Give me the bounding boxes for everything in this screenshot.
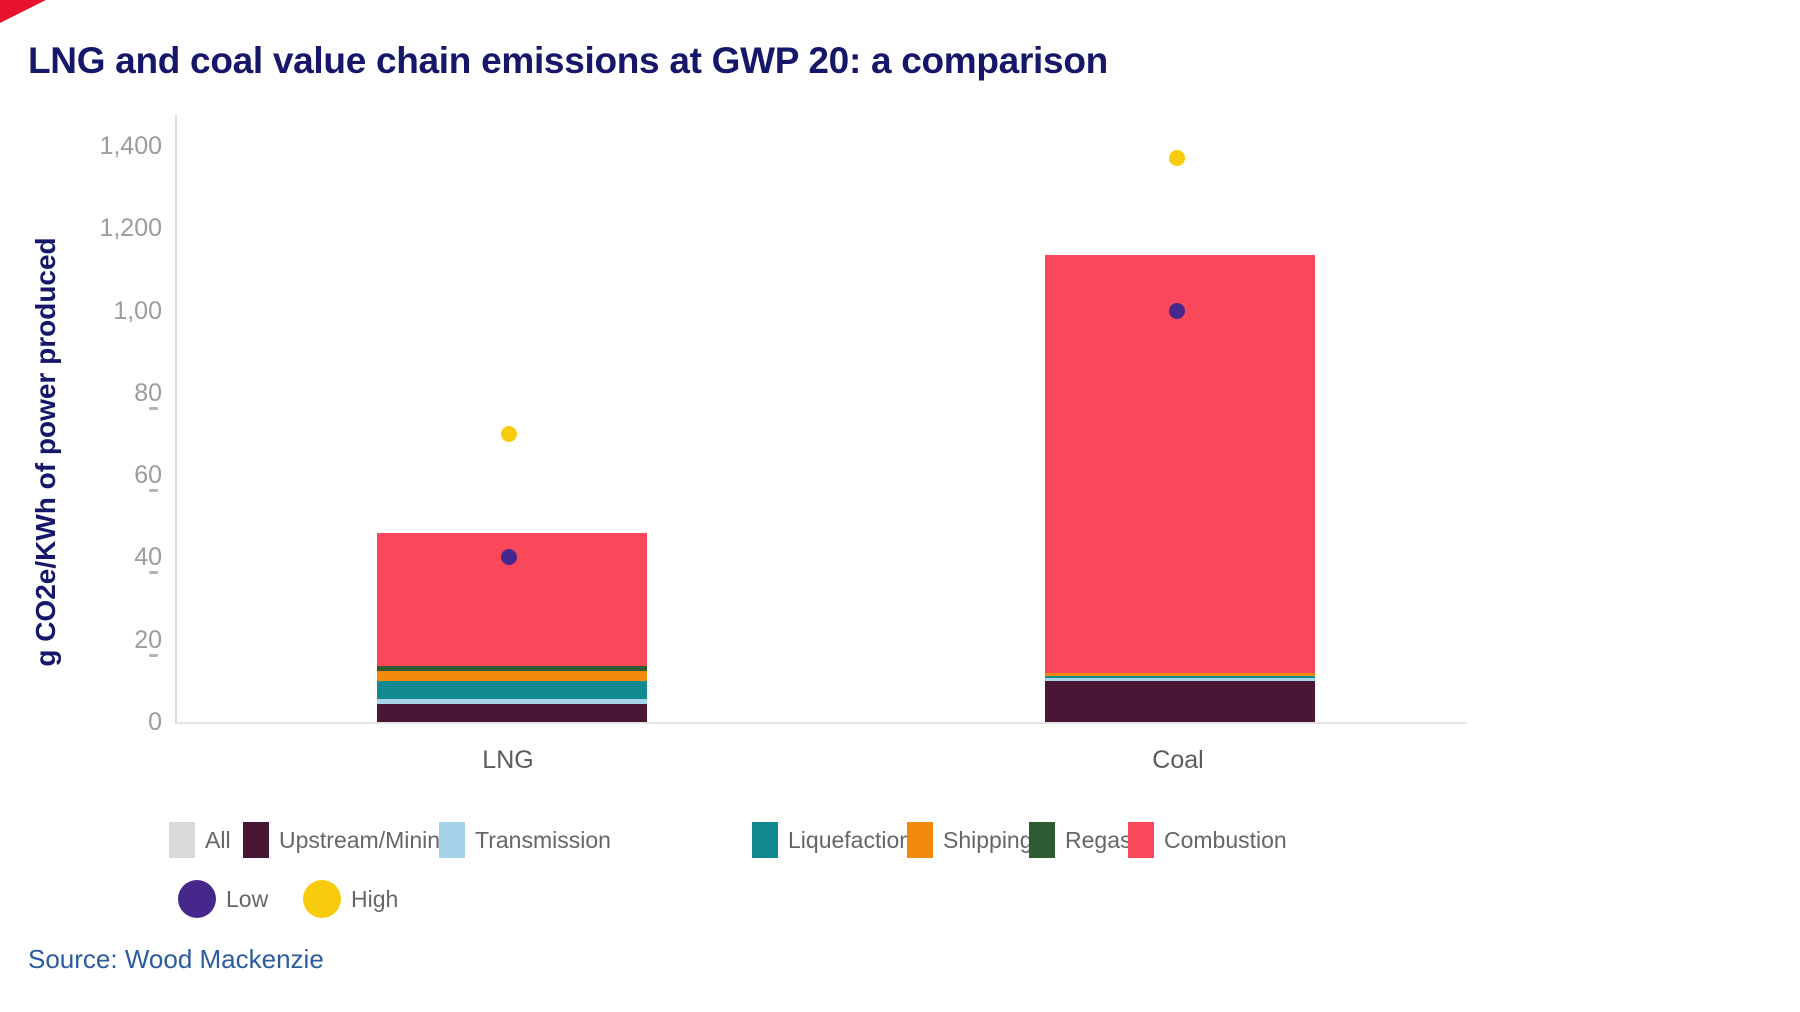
legend-label-upstream-mining: Upstream/Mining [279, 826, 453, 853]
legend-swatch-all [169, 822, 195, 858]
legend-item-low: Low [178, 880, 268, 918]
legend-swatch-transmission [439, 822, 465, 858]
bar-segment-lng-regas [377, 666, 647, 671]
bar-segment-lng-upstream-mining [377, 703, 647, 722]
y-tick-20: 20 [134, 625, 162, 654]
legend-item-all: All [169, 822, 231, 858]
coal-high-dot [1169, 150, 1185, 167]
legend-label-combustion: Combustion [1164, 826, 1287, 853]
bar-segment-coal-combustion [1045, 255, 1315, 673]
y-tick-0: 0 [148, 708, 162, 736]
legend-item-combustion: Combustion [1128, 822, 1287, 858]
legend-label-low: Low [226, 885, 269, 912]
source-text: Source: Wood Mackenzie [28, 944, 324, 974]
coal-low-dot [1169, 302, 1185, 319]
legend-item-transmission: Transmission [439, 822, 611, 858]
legend-label-liquefaction: Liquefaction [788, 826, 913, 853]
x-axis-label-coal: Coal [1152, 746, 1204, 774]
y-minor-tick [149, 653, 158, 657]
y-minor-tick [149, 489, 158, 493]
y-tick-80: 80 [134, 378, 162, 407]
legend-label-all: All [205, 826, 231, 853]
legend-circle-high [303, 880, 341, 918]
plot-area [175, 115, 1467, 724]
legend-swatch-shipping [907, 822, 933, 858]
bar-segment-lng-shipping [377, 670, 647, 681]
y-tick-40: 40 [134, 543, 162, 572]
y-tick-60: 60 [134, 461, 162, 490]
x-axis-label-lng: LNG [482, 746, 534, 774]
chart-title: LNG and coal value chain emissions at GW… [28, 40, 1108, 81]
bar-segment-coal-shipping [1045, 672, 1315, 676]
bar-segment-coal-upstream-mining [1045, 680, 1315, 722]
bar-segment-lng-transmission [377, 699, 647, 704]
legend-item-upstream-mining: Upstream/Mining [243, 822, 453, 858]
lng-high-dot [501, 426, 517, 442]
legend-swatch-combustion [1128, 822, 1154, 858]
legend-item-regas: Regas [1029, 822, 1131, 858]
y-minor-tick [149, 571, 158, 575]
y-tick-1-400: 1,400 [99, 132, 162, 160]
legend-item-shipping: Shipping [907, 822, 1033, 858]
bar-segment-coal-transmission [1045, 677, 1315, 681]
y-minor-tick [149, 406, 158, 410]
legend-swatch-upstream-mining [243, 822, 269, 858]
bar-segment-coal-liquefaction [1045, 675, 1315, 678]
legend-item-liquefaction: Liquefaction [752, 822, 912, 858]
lng-low-dot [501, 549, 517, 566]
legend-item-high: High [303, 880, 398, 918]
legend-label-regas: Regas [1065, 826, 1132, 853]
y-axis-tick-labels: 1,400 1,200 1,00 80 60 40 20 0 [0, 0, 162, 1012]
legend-swatch-regas [1029, 822, 1055, 858]
legend-label-transmission: Transmission [475, 826, 611, 853]
legend-swatch-liquefaction [752, 822, 778, 858]
legend-circle-low [178, 880, 216, 918]
legend-label-high: High [351, 885, 399, 912]
y-tick-1-200: 1,200 [99, 214, 162, 243]
y-tick-1-00: 1,00 [113, 296, 162, 325]
legend-label-shipping: Shipping [943, 826, 1033, 853]
bar-segment-lng-liquefaction [377, 680, 647, 700]
